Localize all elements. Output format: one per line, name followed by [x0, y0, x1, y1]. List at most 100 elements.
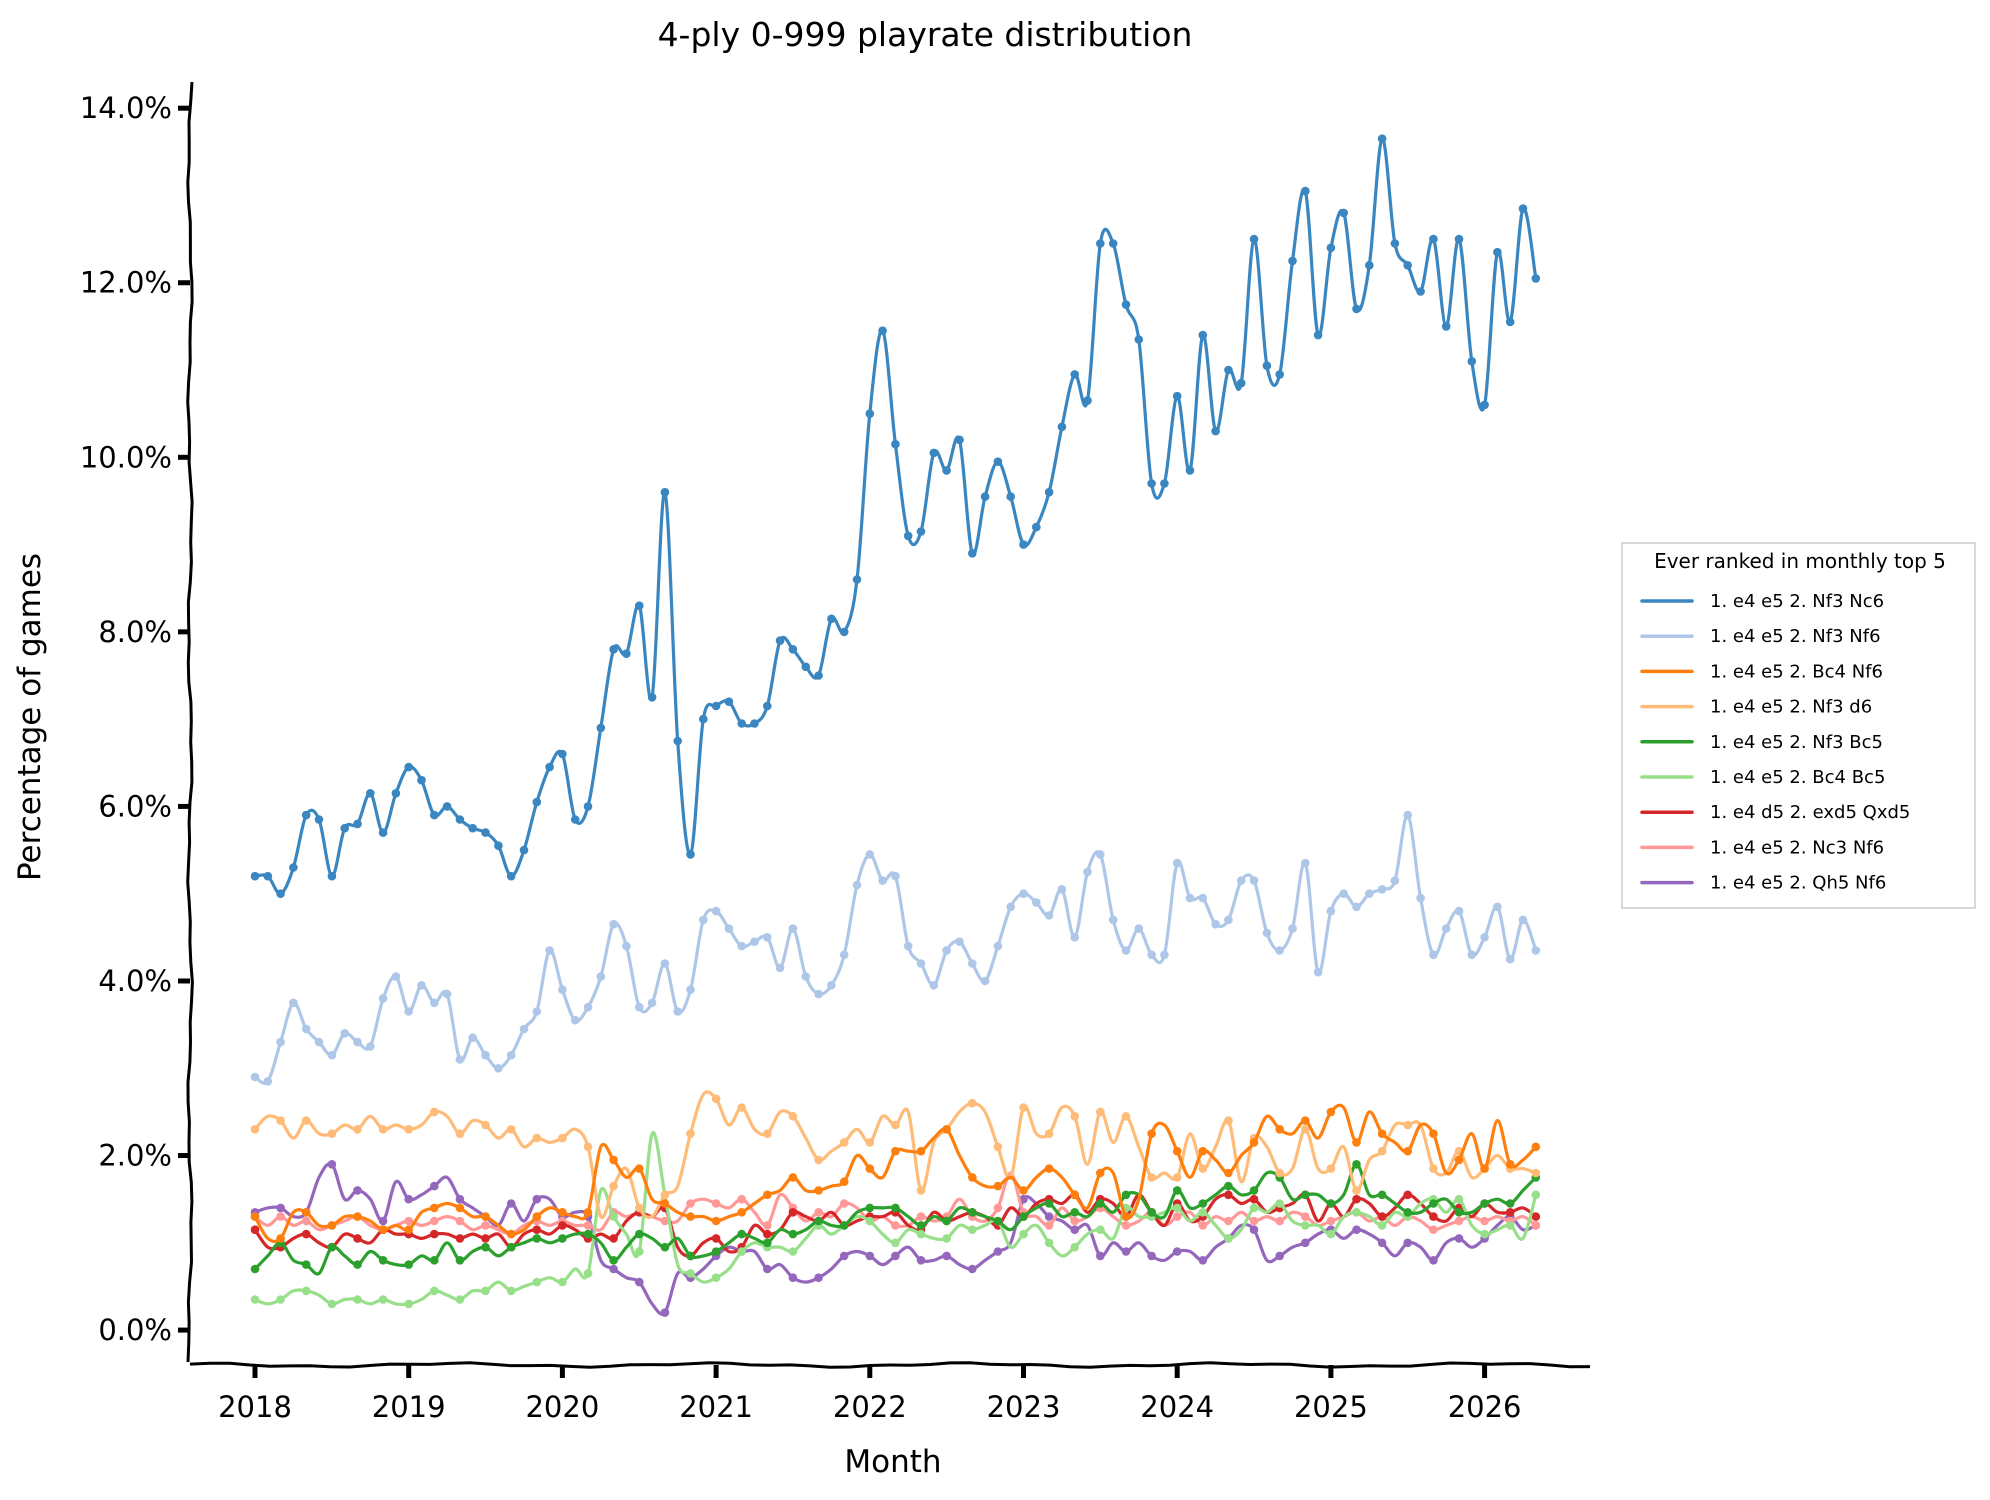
data-point [1429, 1256, 1438, 1265]
y-tick-label: 2.0% [98, 1139, 172, 1173]
data-point [1070, 1112, 1079, 1121]
data-point [891, 1120, 900, 1130]
data-point [993, 1203, 1003, 1213]
data-point [404, 762, 414, 772]
legend-title: Ever ranked in monthly top 5 [1654, 549, 1946, 573]
data-point [532, 1007, 542, 1016]
y-tick-label: 4.0% [98, 964, 172, 998]
data-point [1352, 1208, 1361, 1217]
data-point [404, 1260, 414, 1269]
x-tick-label: 2019 [372, 1390, 446, 1424]
data-point [1313, 967, 1323, 977]
data-point [1096, 850, 1105, 859]
data-point [635, 601, 644, 610]
data-point [1454, 906, 1464, 916]
data-point [1019, 889, 1028, 898]
data-point [1441, 924, 1451, 933]
data-point [1249, 1138, 1259, 1147]
data-point [788, 924, 798, 933]
data-point [1019, 1212, 1028, 1221]
data-point [1531, 1190, 1541, 1200]
series-group [250, 134, 1541, 898]
data-point [1249, 1216, 1259, 1226]
y-axis-label: Percentage of games [12, 553, 48, 881]
data-point [1236, 378, 1246, 388]
data-point [1032, 522, 1041, 532]
data-point [250, 1295, 260, 1304]
data-point [775, 636, 785, 645]
data-point [1172, 1146, 1182, 1156]
data-point [1198, 893, 1208, 903]
data-point [506, 1199, 516, 1208]
data-point [1134, 924, 1144, 933]
data-point [430, 1203, 439, 1213]
data-point [301, 1260, 311, 1269]
data-point [558, 749, 567, 759]
data-point [455, 1129, 465, 1138]
data-point [622, 941, 631, 951]
data-point [583, 1229, 593, 1239]
data-point [814, 671, 823, 680]
data-point [1083, 396, 1092, 405]
data-point [993, 1216, 1003, 1226]
data-point [1236, 876, 1246, 885]
x-tick-label: 2026 [1448, 1390, 1522, 1424]
data-point [865, 1251, 875, 1261]
data-point [1377, 1238, 1387, 1248]
data-point [916, 1221, 926, 1230]
data-point [1365, 889, 1374, 898]
data-point [891, 1238, 900, 1248]
data-point [891, 1221, 900, 1230]
data-point [327, 871, 337, 881]
data-point [1480, 1229, 1489, 1239]
data-point [1480, 933, 1489, 942]
data-point [596, 723, 606, 733]
data-point [481, 1120, 490, 1130]
data-point [968, 1098, 977, 1108]
data-point [1198, 1146, 1208, 1156]
data-point [660, 1308, 670, 1317]
data-point [481, 1050, 490, 1060]
data-point [839, 1199, 849, 1208]
chart-title: 4-ply 0-999 playrate distribution [658, 15, 1193, 54]
data-point [660, 1190, 670, 1200]
data-point [609, 919, 618, 929]
y-tick-label: 10.0% [80, 440, 172, 474]
data-point [686, 1199, 695, 1208]
data-point [1352, 1225, 1361, 1234]
data-point [609, 1155, 618, 1165]
data-point [1172, 391, 1182, 401]
data-point [1198, 1221, 1208, 1230]
data-point [737, 1247, 746, 1256]
data-point [1403, 810, 1412, 820]
data-point [1403, 1120, 1412, 1130]
data-point [1147, 479, 1156, 488]
data-point [1070, 1225, 1079, 1234]
data-point [327, 1242, 337, 1252]
data-point [673, 736, 682, 746]
x-tick-label: 2020 [525, 1390, 599, 1424]
data-point [1339, 889, 1348, 898]
data-point [1518, 204, 1528, 213]
data-point [1198, 1164, 1208, 1173]
data-point [1224, 1116, 1233, 1125]
data-point [378, 1125, 388, 1134]
data-point [827, 981, 836, 990]
data-point [455, 1295, 465, 1304]
data-point [839, 627, 849, 637]
data-point [506, 1125, 516, 1134]
data-point [737, 719, 746, 728]
data-point [506, 1286, 516, 1296]
data-point [1275, 1199, 1284, 1208]
data-point [455, 815, 465, 824]
data-point [1454, 1194, 1464, 1204]
data-point [1121, 1112, 1131, 1121]
data-point [1301, 1190, 1310, 1200]
data-point [353, 1212, 362, 1221]
data-point [1454, 1155, 1464, 1165]
y-tick-label: 14.0% [80, 91, 172, 125]
x-axis-line [189, 1361, 1591, 1369]
data-point [686, 985, 695, 994]
data-point [1198, 1256, 1208, 1265]
data-point [1403, 1146, 1412, 1156]
